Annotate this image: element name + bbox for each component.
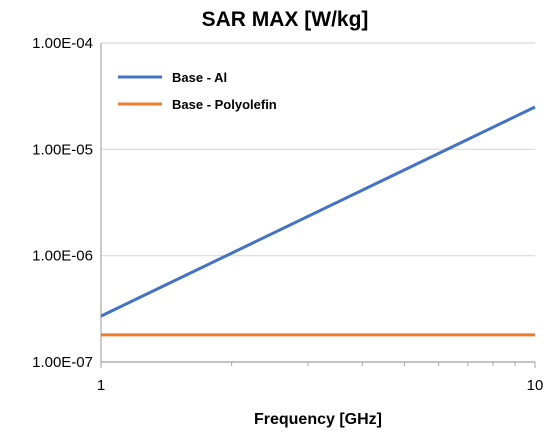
x-tick-label: 1 (97, 377, 105, 394)
y-tick-label: 1.00E-06 (32, 248, 93, 265)
gridlines (101, 42, 535, 363)
x-tick-label: 10 (527, 377, 544, 394)
series-line-base-al (100, 105, 536, 318)
y-tick-label: 1.00E-04 (32, 35, 93, 52)
chart-title: SAR MAX [W/kg] (202, 8, 369, 31)
legend-label: Base - Polyolefin (172, 97, 277, 112)
y-tick-label: 1.00E-05 (32, 141, 93, 158)
x-tick-labels: 1 10 (97, 377, 544, 394)
x-axis-label: Frequency [GHz] (254, 411, 382, 428)
axes (100, 43, 536, 368)
y-tick-label: 1.00E-07 (32, 354, 93, 371)
legend: Base - Al Base - Polyolefin (118, 70, 277, 112)
y-tick-labels: 1.00E-04 1.00E-05 1.00E-06 1.00E-07 (32, 35, 93, 371)
series-lines (100, 105, 536, 337)
legend-label: Base - Al (172, 70, 227, 85)
